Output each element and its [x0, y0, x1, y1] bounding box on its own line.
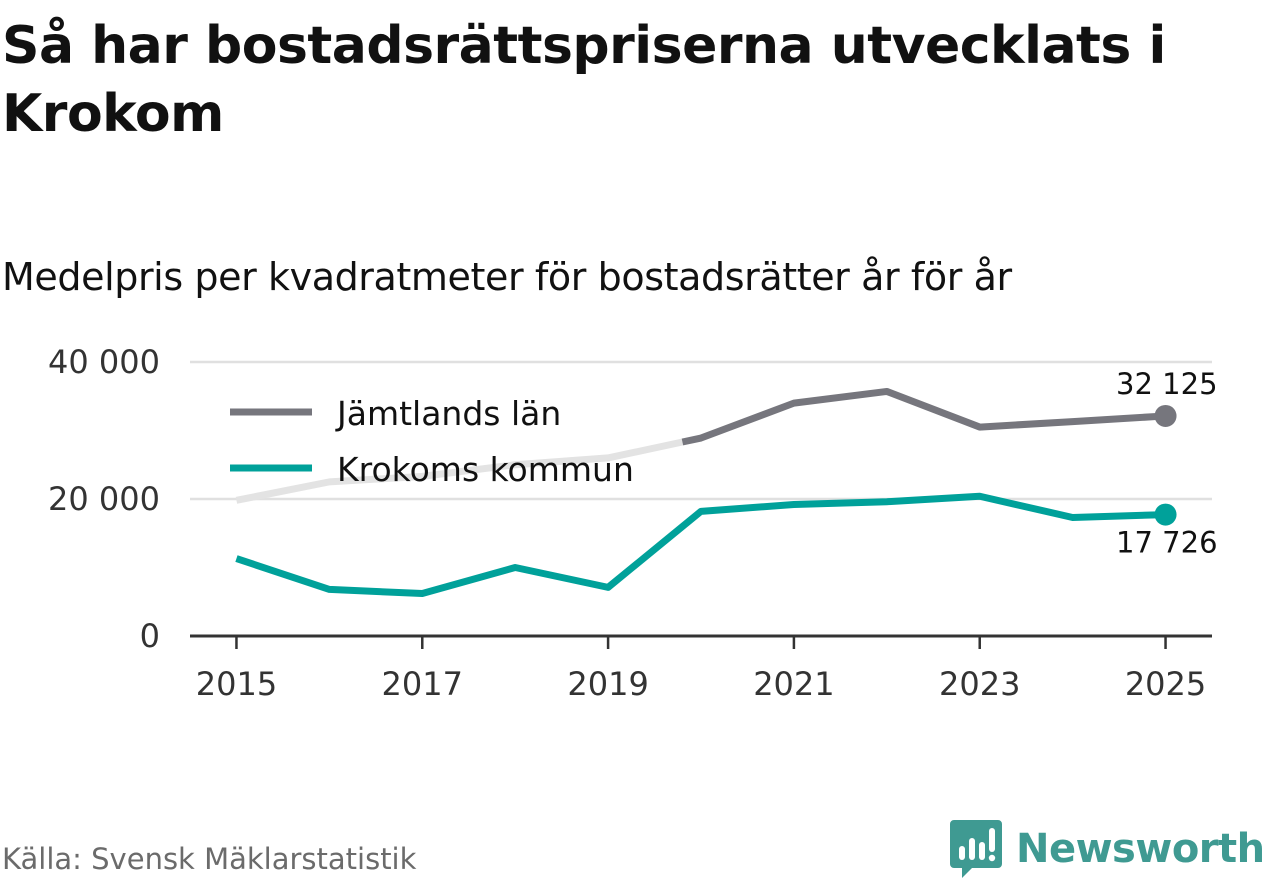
series-line-j-mtlands-l-n [681, 387, 1166, 446]
newsworthy-logo-icon [950, 820, 1002, 878]
legend-label-krokoms-kommun: Krokoms kommun [337, 450, 634, 489]
y-tick-label: 20 000 [48, 480, 160, 518]
end-label-jamtlands-lan: 32 125 [1116, 367, 1217, 401]
y-tick-label: 0 [140, 617, 160, 655]
end-point-j-mtlands-l-n [1154, 404, 1177, 427]
legend: Jämtlands län Krokoms kommun [230, 394, 634, 489]
brand-name: Newsworthy [1016, 826, 1262, 872]
legend-label-jamtlands-lan: Jämtlands län [335, 394, 561, 433]
x-tick-label: 2023 [939, 665, 1020, 703]
end-point-krokoms-kommun [1154, 503, 1177, 526]
grid-layer [190, 360, 1212, 501]
source-note: Källa: Svensk Mäklarstatistik [2, 842, 417, 876]
series-line-krokoms-kommun [235, 492, 1166, 598]
series-line-j-mtlands-l-n-faded [235, 438, 684, 504]
x-tick-label: 2017 [382, 665, 463, 703]
end-label-krokoms-kommun: 17 726 [1116, 526, 1217, 560]
axis-layer: 0 20 000 40 000 2015 2017 2019 2021 2023 2025 [48, 343, 1212, 703]
chart-subtitle: Medelpris per kvadratmeter för bostadsrä… [2, 255, 1012, 299]
end-labels: 32 125 17 726 [1116, 367, 1217, 560]
x-tick-label: 2019 [567, 665, 648, 703]
x-tick-label: 2025 [1125, 665, 1206, 703]
x-tick-label: 2021 [753, 665, 834, 703]
x-tick-label: 2015 [196, 665, 277, 703]
chart-title: Så har bostadsrättspriserna utvecklats i… [2, 16, 1166, 144]
series-layer [235, 387, 1177, 598]
newsworthy-brand[interactable]: Newsworthy [950, 818, 1262, 880]
y-tick-label: 40 000 [48, 343, 160, 381]
